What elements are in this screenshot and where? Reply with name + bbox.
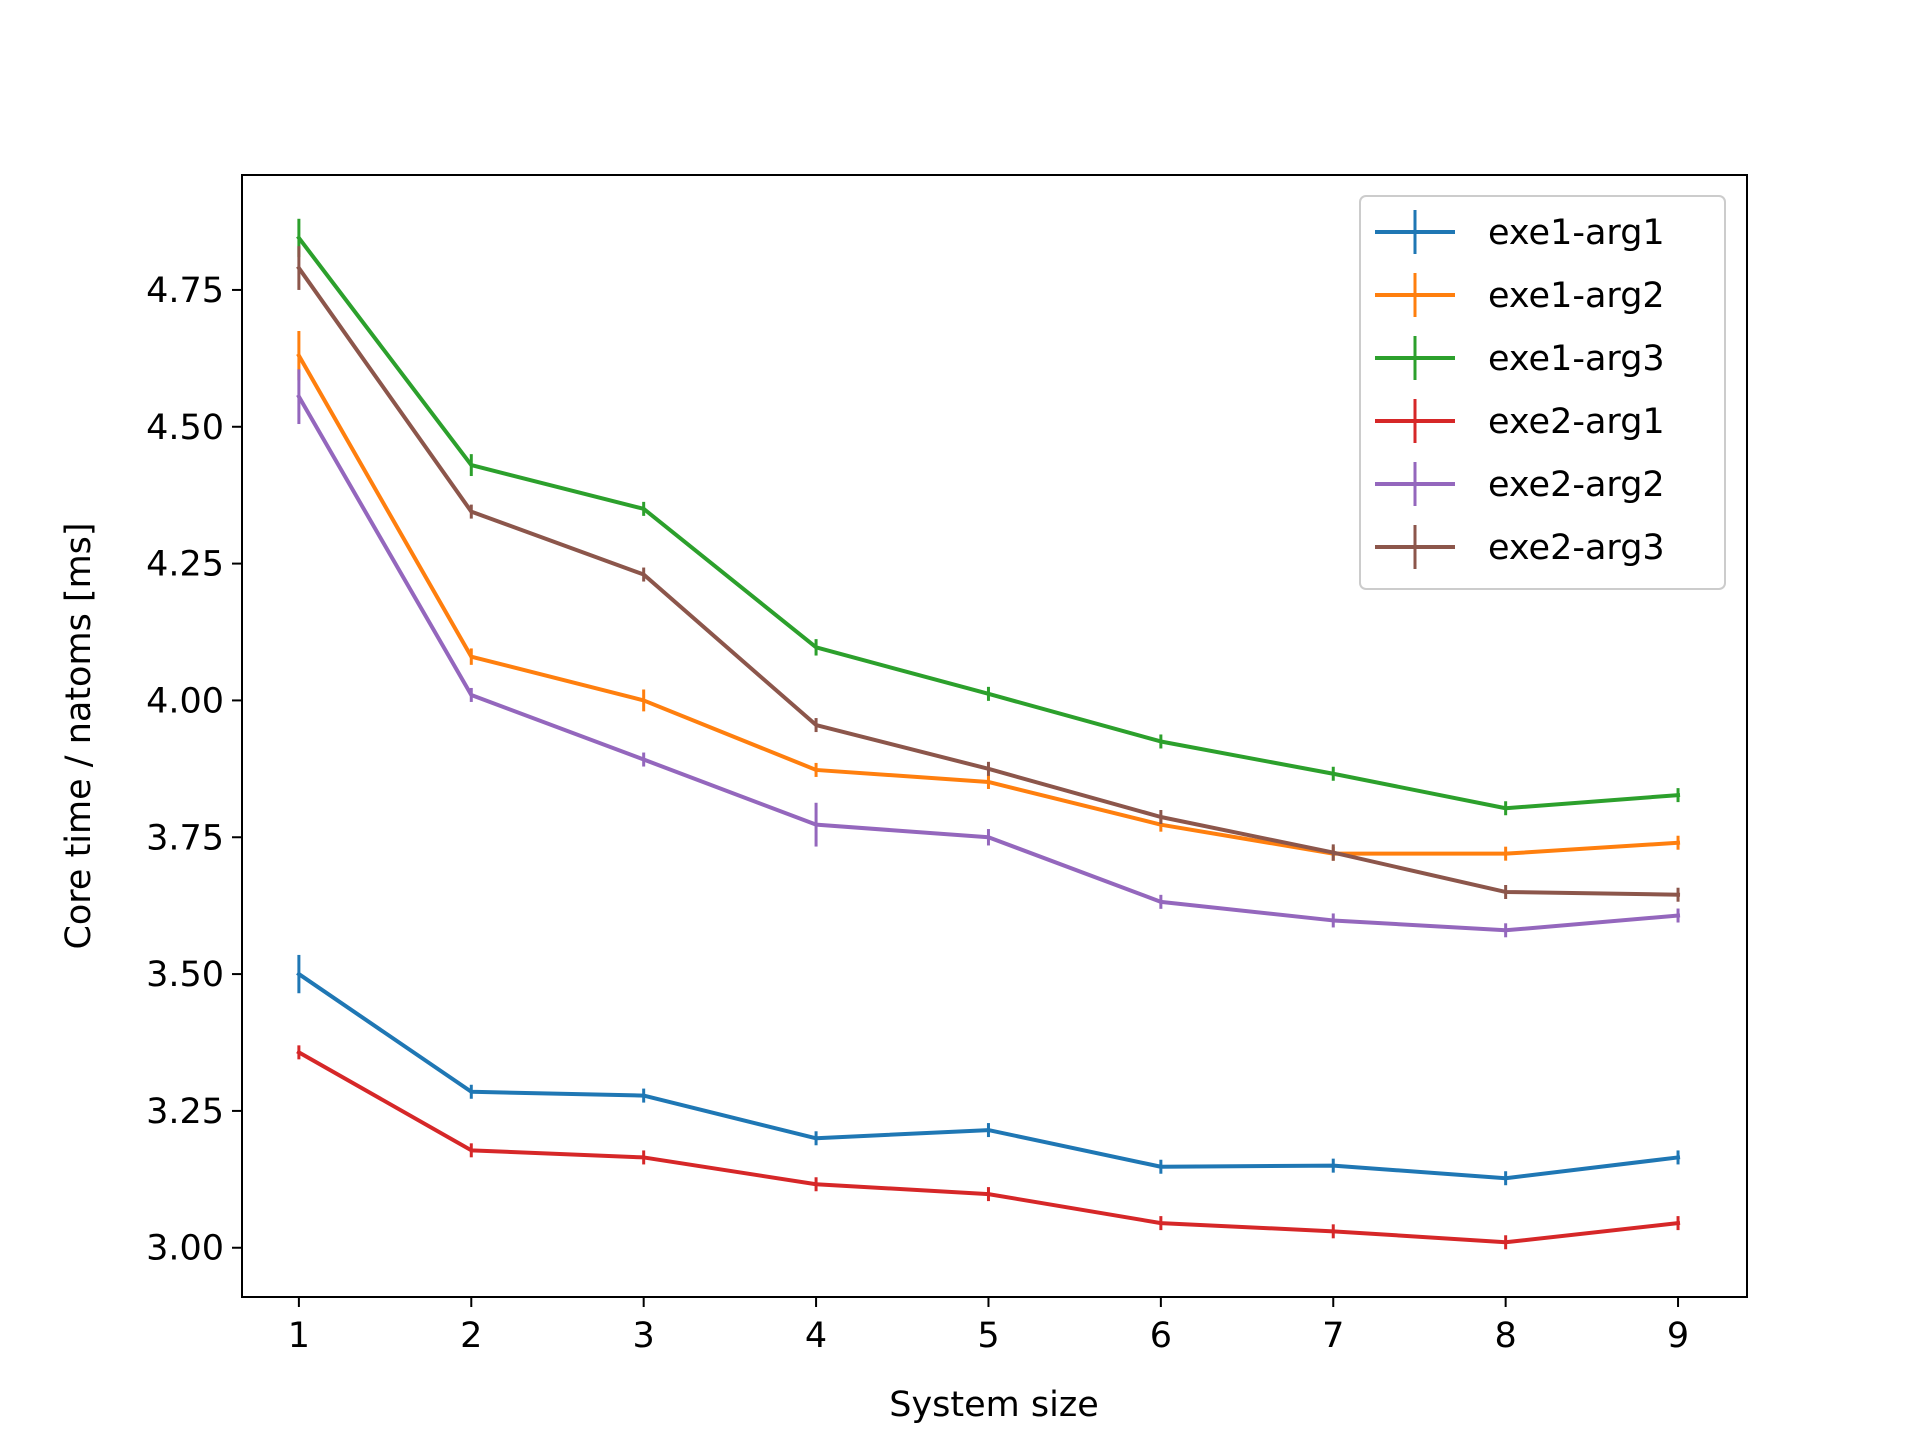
y-tick-label: 3.00 bbox=[146, 1229, 224, 1269]
y-tick-label: 4.25 bbox=[146, 545, 224, 585]
x-tick-label: 6 bbox=[1150, 1316, 1172, 1356]
legend-label: exe1-arg1 bbox=[1488, 213, 1665, 253]
series-exe1-arg3 bbox=[296, 218, 1681, 816]
x-tick-label: 4 bbox=[805, 1316, 827, 1356]
y-tick-label: 4.75 bbox=[146, 271, 224, 311]
x-tick-label: 3 bbox=[633, 1316, 655, 1356]
x-tick-label: 2 bbox=[460, 1316, 482, 1356]
y-axis: 3.00 3.25 3.50 3.75 4.00 4.25 4.50 4.75 bbox=[146, 271, 242, 1269]
legend-label: exe1-arg2 bbox=[1488, 276, 1665, 316]
legend: exe1-arg1 exe1-arg2 exe1-arg3 exe2-arg1 exe2… bbox=[1359, 195, 1726, 590]
legend-label: exe2-arg3 bbox=[1488, 528, 1665, 568]
y-tick-label: 3.50 bbox=[146, 955, 224, 995]
series-exe2-arg1 bbox=[296, 1045, 1681, 1250]
series-exe2-arg3 bbox=[296, 246, 1681, 902]
series-layer bbox=[296, 218, 1681, 1250]
legend-entry: exe1-arg1 bbox=[1375, 210, 1665, 254]
legend-entry: exe2-arg3 bbox=[1375, 525, 1665, 569]
legend-entry: exe2-arg2 bbox=[1375, 462, 1665, 506]
x-tick-label: 9 bbox=[1667, 1316, 1689, 1356]
x-tick-label: 7 bbox=[1322, 1316, 1344, 1356]
legend-label: exe2-arg2 bbox=[1488, 465, 1665, 505]
y-tick-label: 4.50 bbox=[146, 408, 224, 448]
y-tick-label: 3.75 bbox=[146, 818, 224, 858]
x-tick-label: 1 bbox=[288, 1316, 310, 1356]
series-exe2-arg2 bbox=[296, 369, 1681, 938]
legend-entry: exe2-arg1 bbox=[1375, 399, 1665, 443]
series-exe1-arg2 bbox=[296, 330, 1681, 861]
x-tick-label: 8 bbox=[1495, 1316, 1517, 1356]
legend-label: exe1-arg3 bbox=[1488, 339, 1665, 379]
y-tick-label: 3.25 bbox=[146, 1092, 224, 1132]
x-axis: 1 2 3 4 5 6 7 8 9 bbox=[288, 1297, 1689, 1356]
legend-entry: exe1-arg3 bbox=[1375, 336, 1665, 380]
legend-entry: exe1-arg2 bbox=[1375, 273, 1665, 317]
plot-frame bbox=[241, 174, 1748, 1298]
series-exe1-arg1 bbox=[296, 954, 1681, 1186]
y-axis-label: Core time / natoms [ms] bbox=[59, 522, 99, 949]
x-axis-label: System size bbox=[889, 1385, 1099, 1425]
y-tick-label: 4.00 bbox=[146, 681, 224, 721]
legend-label: exe2-arg1 bbox=[1488, 402, 1665, 442]
x-tick-label: 5 bbox=[977, 1316, 999, 1356]
